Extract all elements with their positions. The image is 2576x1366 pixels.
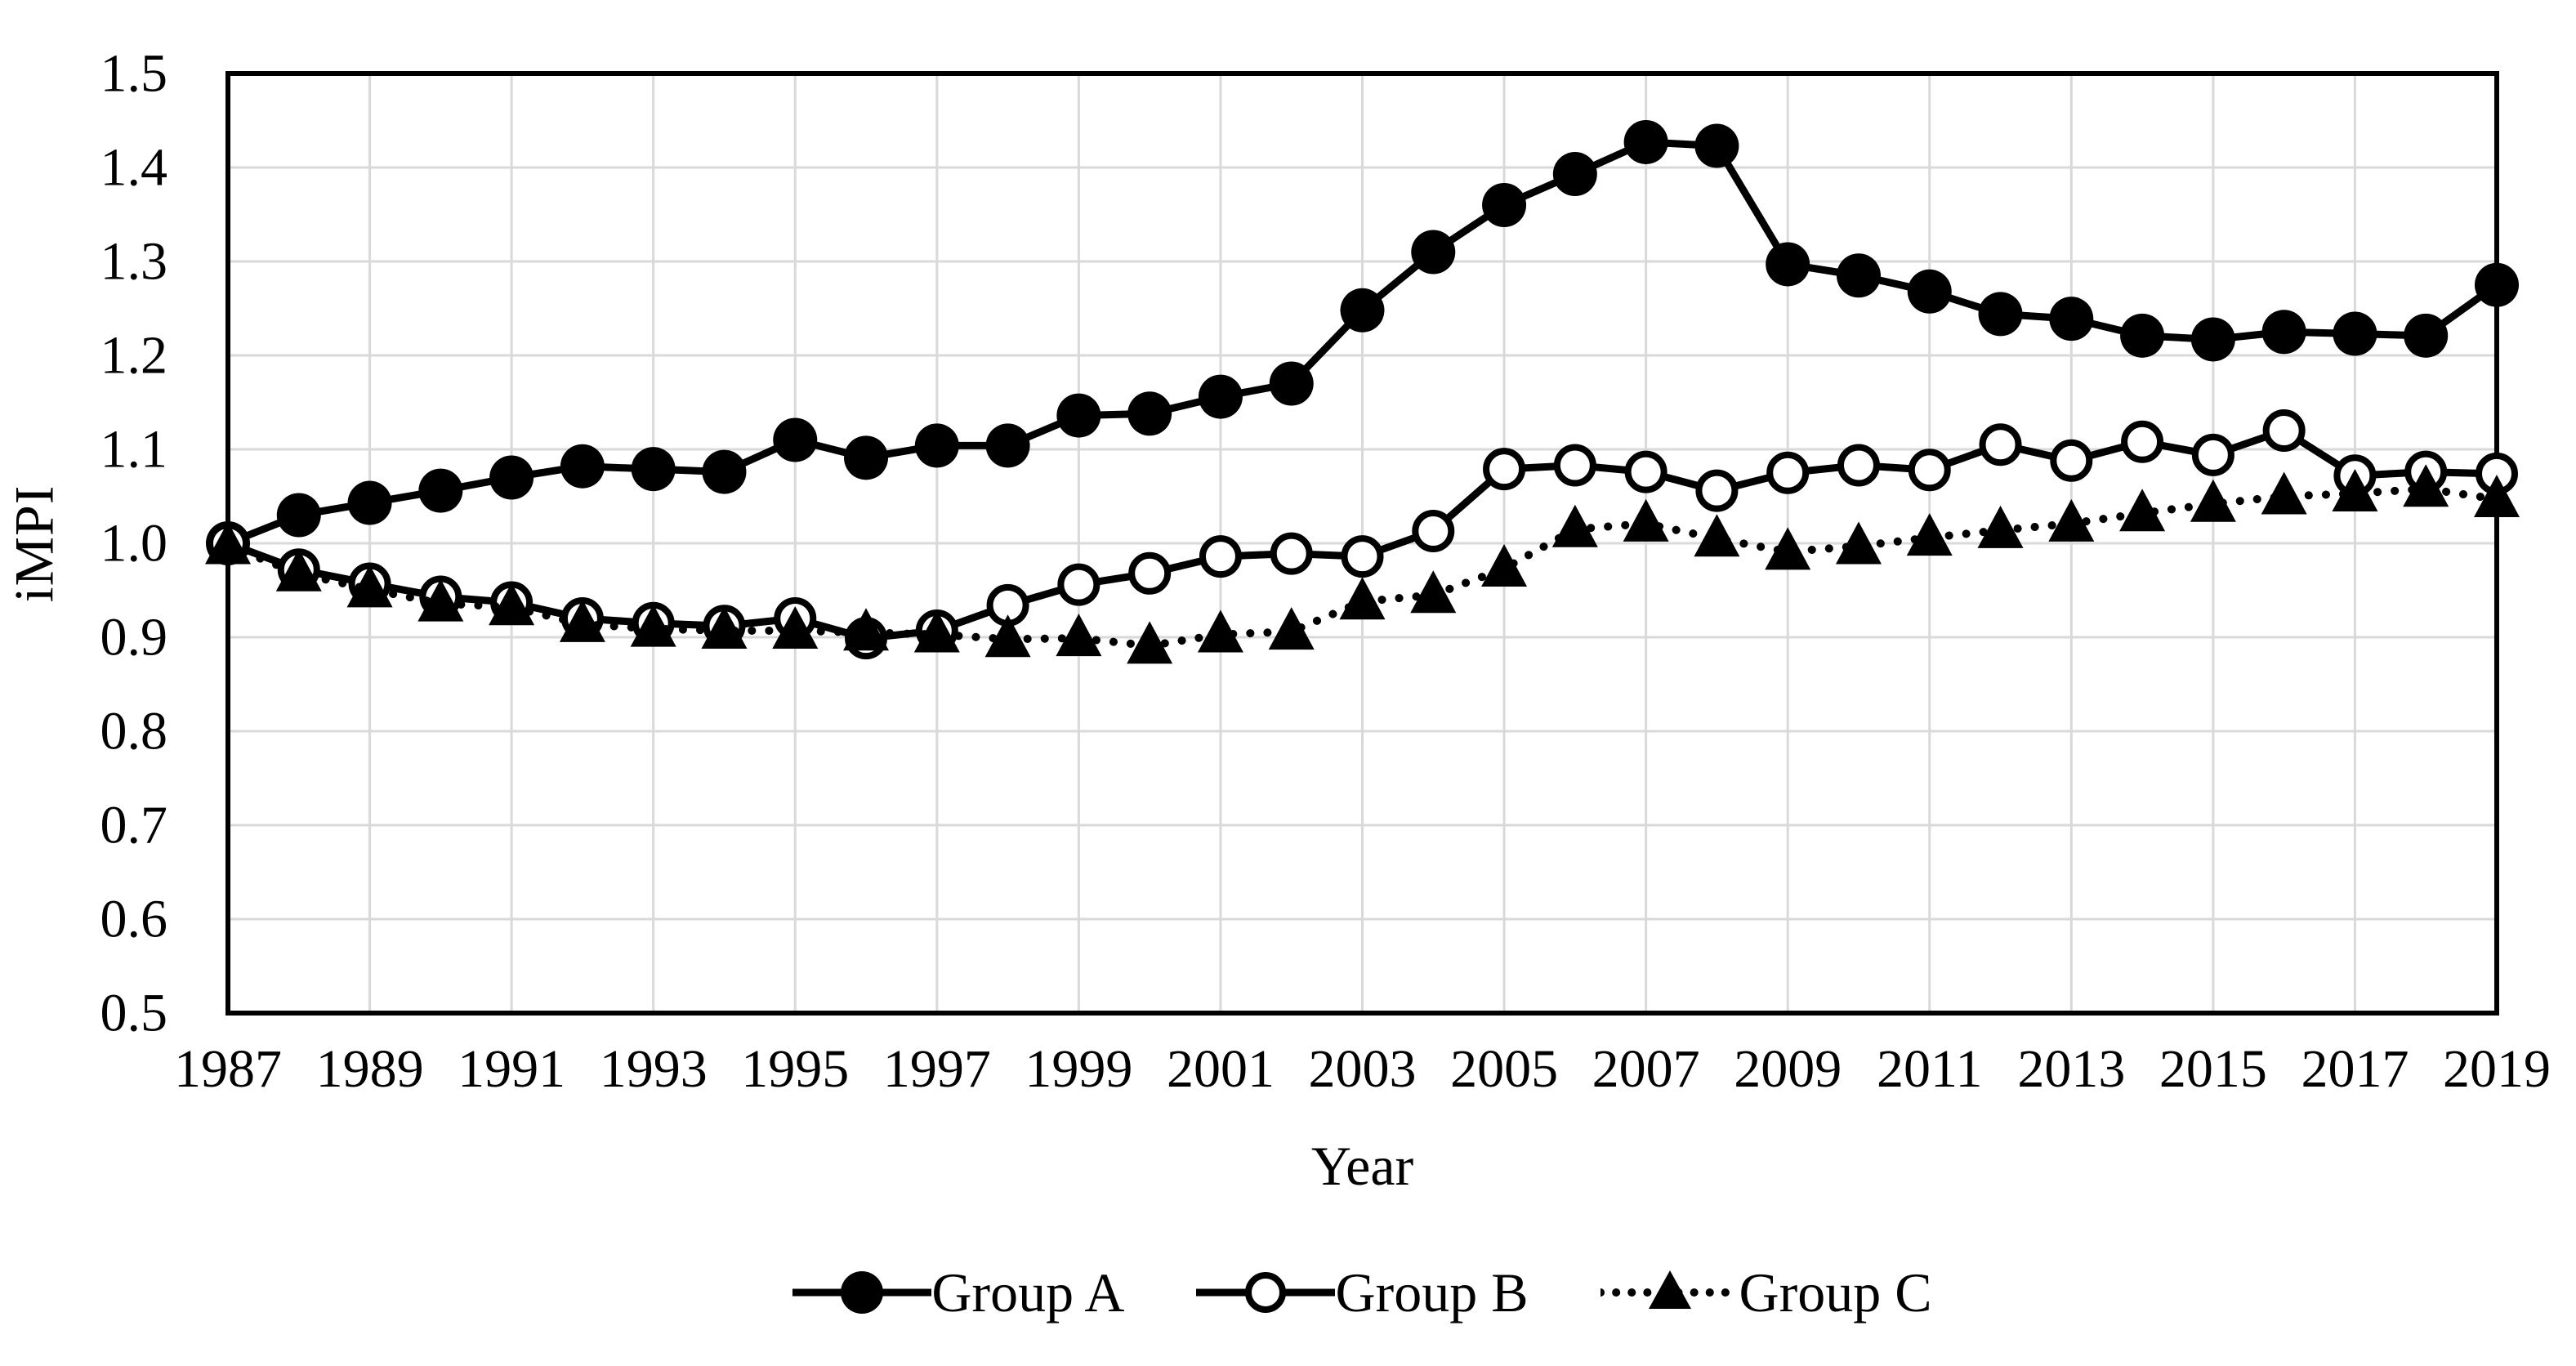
x-axis-title: Year: [228, 1134, 2497, 1199]
y-tick-label: 1.3: [100, 232, 168, 292]
x-axis-title-text: Year: [1310, 1135, 1414, 1197]
x-tick-label: 1995: [741, 1039, 849, 1099]
y-tick-label: 1.4: [100, 138, 168, 198]
series-group-c: [205, 464, 2520, 664]
x-tick-label: 1987: [174, 1039, 282, 1099]
legend: Group A Group B Group C: [228, 1260, 2497, 1325]
x-tick-label: 1993: [600, 1039, 708, 1099]
y-tick-label: 0.5: [100, 984, 168, 1043]
x-tick-label: 2005: [1450, 1039, 1558, 1099]
x-tick-label: 2015: [2159, 1039, 2267, 1099]
legend-item-group-b: Group B: [1196, 1260, 1529, 1325]
x-tick-label: 1999: [1025, 1039, 1132, 1099]
x-tick-label: 2019: [2443, 1039, 2551, 1099]
y-tick-label: 1.2: [100, 326, 168, 386]
y-tick-label: 1.0: [100, 514, 168, 574]
y-axis-title-text: iMPI: [2, 484, 65, 602]
x-tick-label: 1997: [883, 1039, 991, 1099]
legend-item-group-c: Group C: [1600, 1260, 1932, 1325]
legend-label: Group C: [1739, 1261, 1932, 1324]
legend-label: Group B: [1335, 1261, 1529, 1324]
filled-triangle-dotted-line-icon: [1600, 1270, 1739, 1309]
x-tick-label: 2017: [2301, 1039, 2409, 1099]
x-tick-label: 2007: [1592, 1039, 1700, 1099]
y-tick-label: 0.7: [100, 796, 168, 855]
y-tick-label: 0.8: [100, 702, 168, 761]
open-circle-solid-line-icon: [1196, 1272, 1336, 1313]
series-group-a: [206, 119, 2519, 565]
x-tick-label: 2003: [1309, 1039, 1417, 1099]
x-tick-label: 2009: [1734, 1039, 1842, 1099]
x-tick-label: 1989: [316, 1039, 424, 1099]
y-tick-label: 1.1: [100, 420, 168, 480]
legend-item-group-a: Group A: [792, 1260, 1124, 1325]
x-tick-label: 2001: [1167, 1039, 1275, 1099]
x-tick-label: 2013: [2017, 1039, 2125, 1099]
x-tick-label: 2011: [1877, 1039, 1983, 1099]
legend-label: Group A: [931, 1261, 1125, 1324]
y-axis-title: iMPI: [0, 319, 69, 768]
filled-circle-solid-line-icon: [792, 1271, 932, 1314]
y-tick-label: 0.6: [100, 890, 168, 949]
x-tick-label: 1991: [458, 1039, 565, 1099]
y-tick-label: 0.9: [100, 608, 168, 667]
y-tick-label: 1.5: [100, 44, 168, 104]
